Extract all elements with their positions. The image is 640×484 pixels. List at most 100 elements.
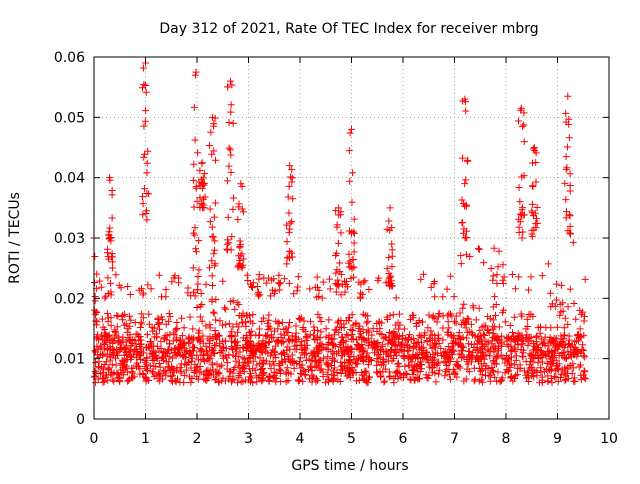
data-point — [553, 362, 561, 370]
data-point — [544, 377, 552, 385]
data-point — [229, 205, 237, 213]
data-point — [229, 119, 237, 127]
data-point — [208, 359, 216, 367]
data-point — [525, 377, 533, 385]
data-point — [114, 370, 122, 378]
data-point — [198, 176, 206, 184]
data-point — [348, 198, 356, 206]
data-point — [388, 224, 396, 232]
data-point — [368, 331, 376, 339]
data-point — [577, 376, 585, 384]
data-point — [329, 367, 337, 375]
data-point — [383, 225, 391, 233]
data-point — [161, 335, 169, 343]
data-point — [241, 376, 249, 384]
data-point — [441, 372, 449, 380]
data-point — [512, 352, 520, 360]
data-point — [108, 368, 116, 376]
data-point — [325, 316, 333, 324]
data-point — [253, 282, 261, 290]
data-point — [454, 361, 462, 369]
data-point — [570, 374, 578, 382]
data-point — [581, 275, 589, 283]
y-tick-label: 0.02 — [54, 291, 85, 307]
data-point — [575, 363, 583, 371]
data-point — [275, 280, 283, 288]
data-point — [231, 305, 239, 313]
data-point — [282, 378, 290, 386]
data-point — [178, 314, 186, 322]
data-point — [125, 375, 133, 383]
data-point — [208, 346, 216, 354]
data-point — [550, 372, 558, 380]
data-point — [206, 218, 214, 226]
data-point — [315, 286, 323, 294]
data-point — [189, 343, 197, 351]
data-point — [247, 342, 255, 350]
y-tick-label: 0 — [76, 412, 85, 428]
data-point — [559, 299, 567, 307]
data-point — [150, 355, 158, 363]
data-point — [431, 293, 439, 301]
data-point — [334, 376, 342, 384]
data-point — [222, 320, 230, 328]
data-point — [166, 313, 174, 321]
data-point — [529, 358, 537, 366]
data-point — [286, 247, 294, 255]
data-point — [527, 273, 535, 281]
data-point — [340, 343, 348, 351]
data-point — [446, 370, 454, 378]
data-point — [119, 364, 127, 372]
y-tick-label: 0.04 — [54, 171, 85, 187]
data-point — [398, 347, 406, 355]
data-point — [235, 372, 243, 380]
data-point — [310, 373, 318, 381]
data-point — [462, 251, 470, 259]
data-point — [288, 351, 296, 359]
data-point — [445, 358, 453, 366]
data-point — [233, 299, 241, 307]
data-point — [520, 121, 528, 129]
data-point — [417, 334, 425, 342]
data-point — [350, 239, 358, 247]
data-point — [435, 309, 443, 317]
data-point — [155, 271, 163, 279]
data-point — [518, 173, 526, 181]
data-point — [171, 345, 179, 353]
data-point — [415, 361, 423, 369]
data-point — [472, 346, 480, 354]
data-point — [537, 364, 545, 372]
data-point — [491, 293, 499, 301]
data-point — [143, 331, 151, 339]
data-point — [379, 359, 387, 367]
data-point — [313, 293, 321, 301]
data-point — [225, 239, 233, 247]
data-point — [346, 314, 354, 322]
data-point — [192, 367, 200, 375]
data-point — [226, 372, 234, 380]
data-point — [126, 331, 134, 339]
data-point — [301, 370, 309, 378]
data-point — [406, 331, 414, 339]
data-point — [431, 277, 439, 285]
data-point — [225, 351, 233, 359]
data-point — [528, 182, 536, 190]
data-point — [240, 255, 248, 263]
data-point — [255, 325, 263, 333]
data-point — [275, 279, 283, 287]
data-point — [373, 361, 381, 369]
data-point — [499, 309, 507, 317]
data-point — [277, 367, 285, 375]
data-point — [364, 342, 372, 350]
data-point — [345, 147, 353, 155]
data-point — [506, 321, 514, 329]
data-point — [396, 321, 404, 329]
data-point — [146, 362, 154, 370]
data-point — [546, 289, 554, 297]
data-point — [233, 344, 241, 352]
data-point — [101, 294, 109, 302]
data-point — [341, 288, 349, 296]
data-point — [489, 366, 497, 374]
data-point — [549, 360, 557, 368]
data-point — [208, 233, 216, 241]
